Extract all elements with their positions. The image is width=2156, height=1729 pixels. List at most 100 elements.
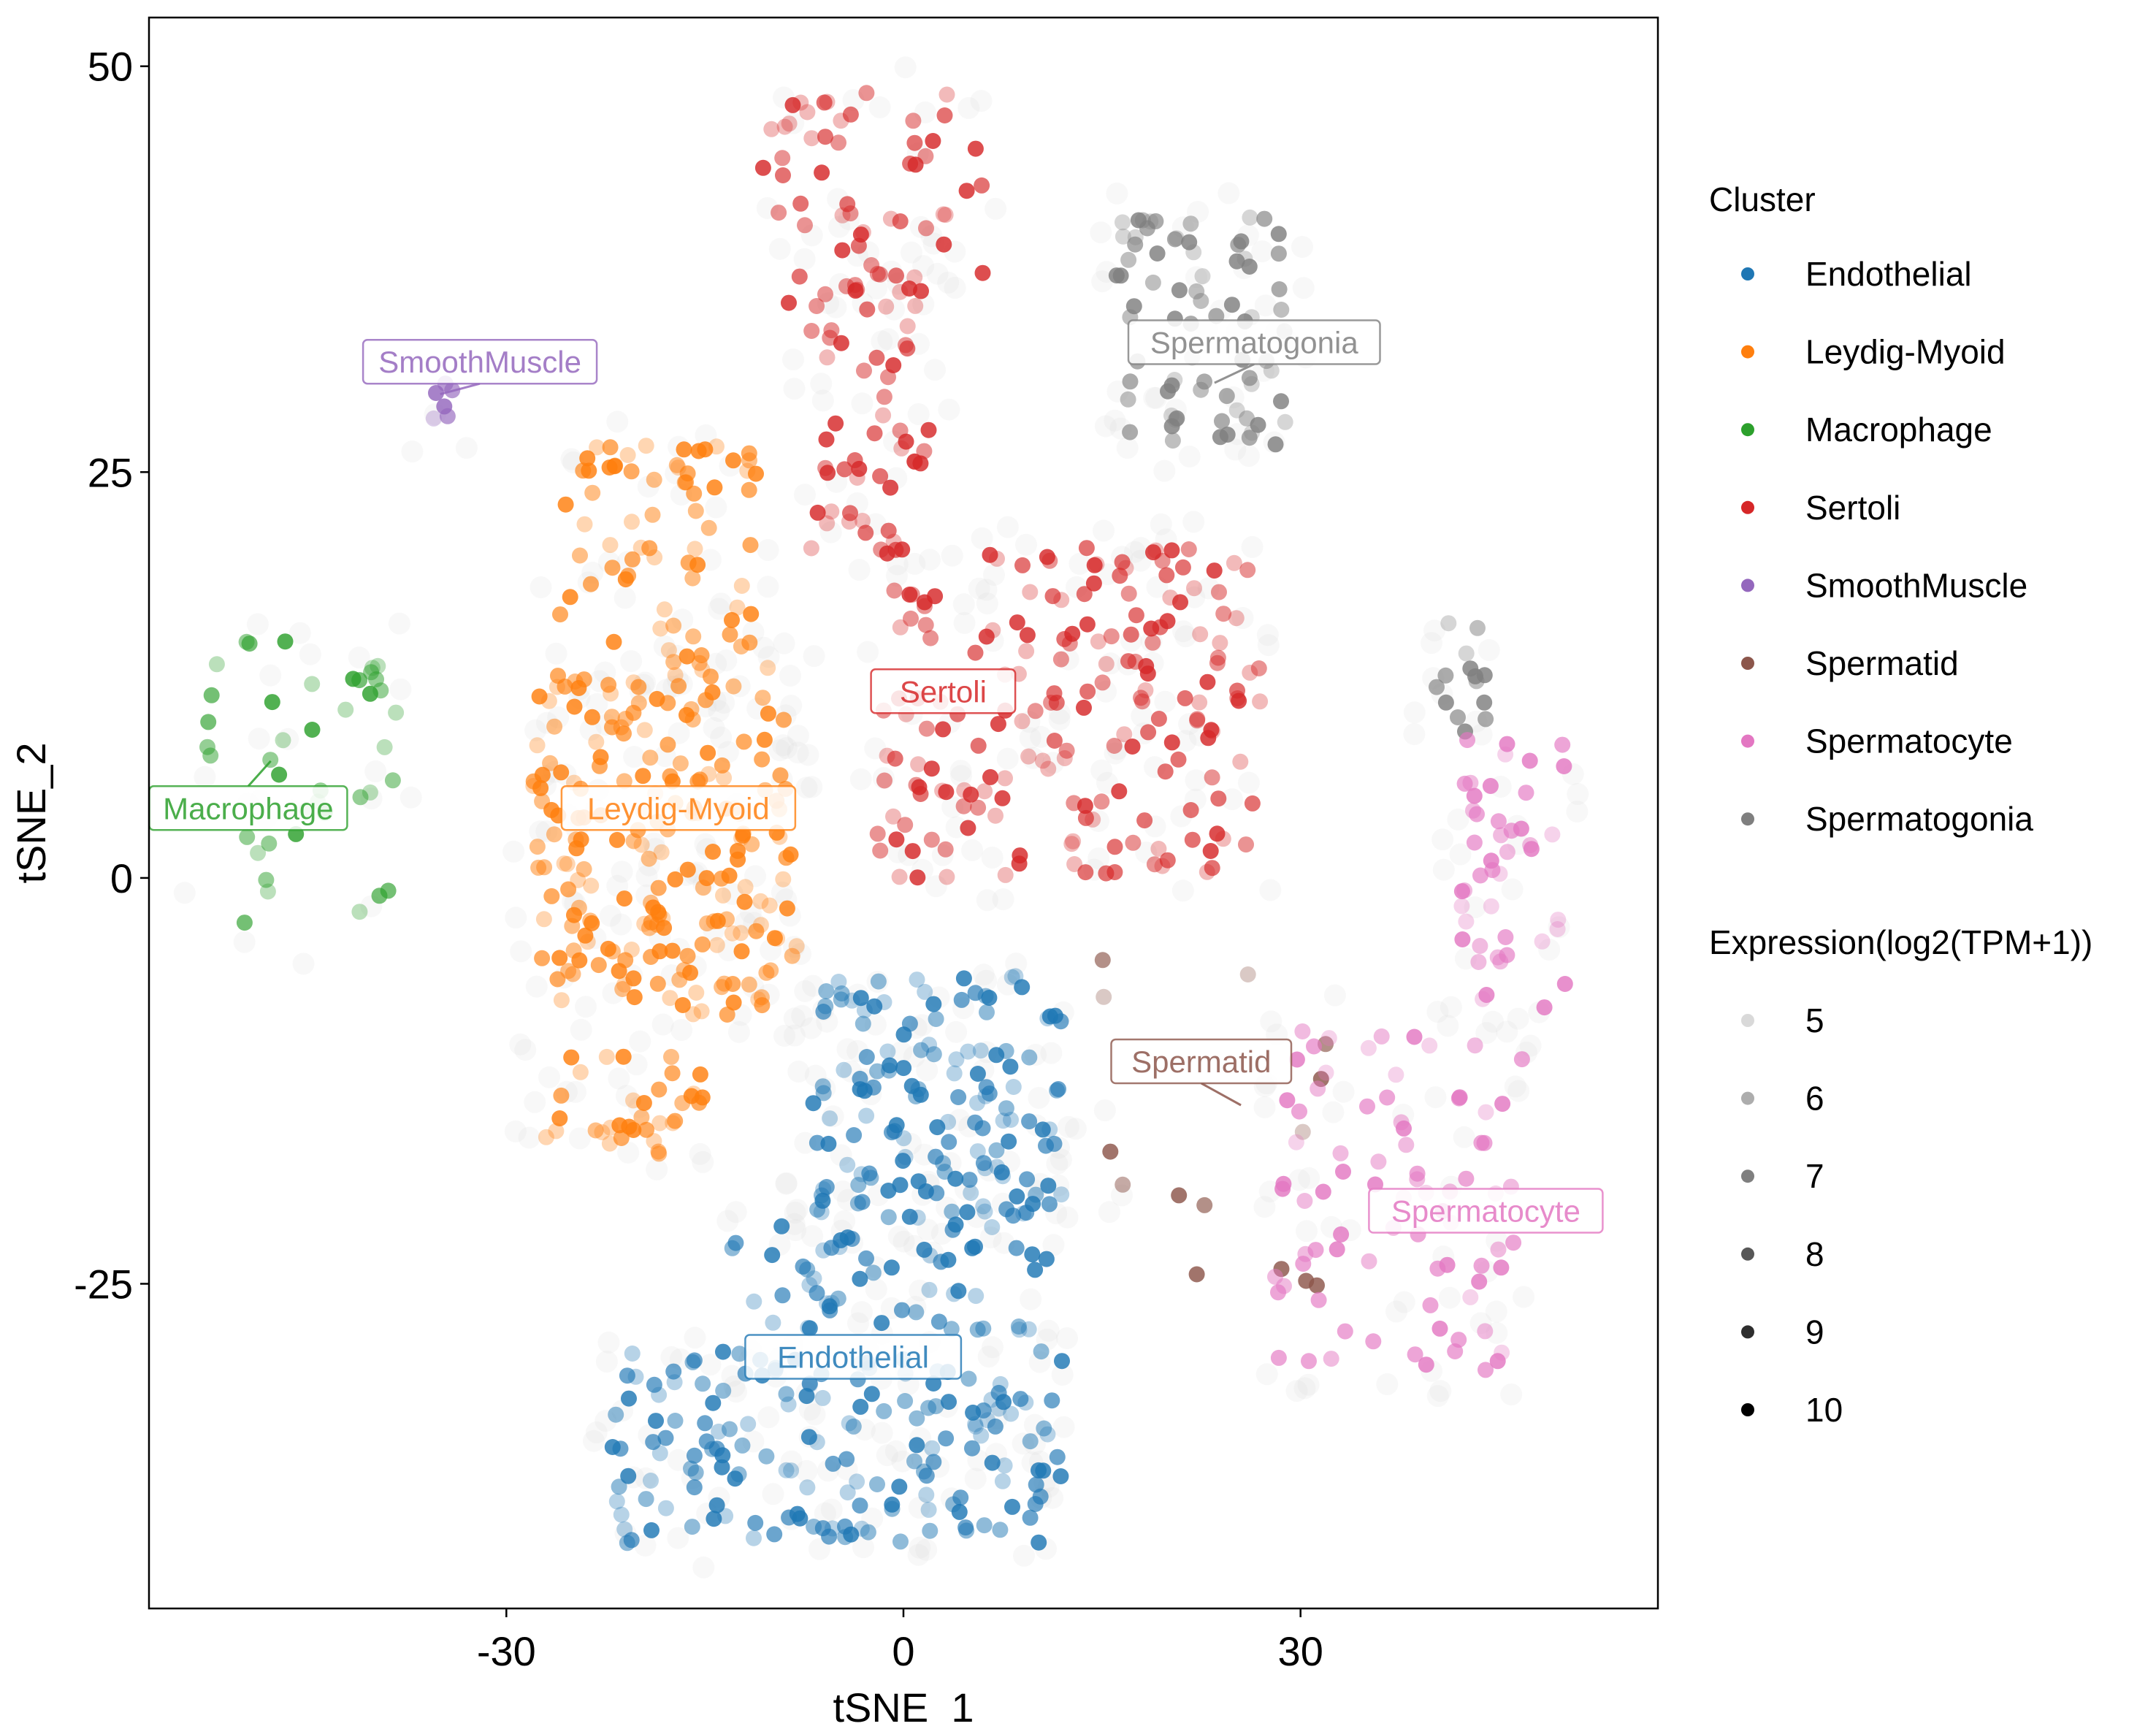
point-sertoli — [1077, 809, 1094, 826]
point-macrophage — [259, 883, 276, 900]
point-spermatogonia — [1270, 226, 1287, 243]
background-cell-point — [705, 496, 727, 519]
point-sertoli — [976, 783, 993, 800]
point-sertoli — [1058, 742, 1075, 759]
background-cell-point — [524, 719, 547, 741]
point-leydig-myoid — [741, 976, 757, 993]
point-leydig-myoid — [638, 1121, 654, 1138]
point-endothelial — [909, 1209, 926, 1226]
point-sertoli — [797, 217, 813, 234]
point-spermatocyte — [1472, 938, 1488, 954]
point-leydig-myoid — [700, 744, 716, 761]
point-endothelial — [1021, 1049, 1038, 1066]
point-leydig-myoid — [625, 970, 642, 987]
background-cell-point — [924, 359, 946, 381]
background-cell-point — [608, 1067, 630, 1090]
point-spermatocyte — [1483, 898, 1499, 915]
point-spermatogonia — [1127, 229, 1144, 245]
point-macrophage — [370, 657, 386, 674]
background-cell-point — [525, 975, 548, 998]
point-endothelial — [883, 1259, 900, 1276]
point-leydig-myoid — [572, 547, 588, 564]
point-endothelial — [952, 1489, 969, 1506]
point-endothelial — [731, 1346, 748, 1362]
background-cell-point — [504, 1120, 527, 1142]
cluster-label-smoothmuscle: SmoothMuscle — [378, 345, 581, 379]
point-sertoli — [1136, 812, 1153, 829]
point-sertoli — [1012, 847, 1028, 864]
point-leydig-myoid — [616, 890, 632, 907]
background-cell-point — [1087, 847, 1110, 870]
point-spermatocyte — [1315, 1183, 1331, 1200]
background-cell-point — [1022, 747, 1044, 769]
background-cell-point — [1050, 1148, 1072, 1171]
point-endothelial — [963, 1185, 979, 1202]
point-endothelial — [946, 1065, 963, 1082]
point-spermatogonia — [1256, 210, 1273, 227]
background-cell-point — [1091, 270, 1114, 293]
point-sertoli — [816, 94, 833, 111]
background-cell-point — [979, 1226, 1002, 1249]
point-sertoli — [1056, 750, 1073, 766]
point-endothelial — [789, 1505, 806, 1522]
point-leydig-myoid — [705, 844, 721, 860]
point-leydig-myoid — [667, 871, 684, 888]
background-cell-point — [699, 1354, 722, 1376]
point-endothelial — [925, 996, 942, 1012]
cluster-label-box-endothelial — [744, 1334, 963, 1380]
point-leydig-myoid — [741, 634, 758, 651]
background-cell-point — [798, 1398, 821, 1421]
point-endothelial — [818, 983, 835, 999]
background-cell-point — [1069, 552, 1091, 575]
point-endothelial — [846, 1127, 863, 1143]
point-endothelial — [863, 1386, 880, 1402]
point-spermatogonia — [1193, 381, 1209, 398]
point-sertoli — [990, 716, 1006, 733]
point-spermatogonia — [1214, 413, 1230, 430]
point-spermatocyte — [1301, 1353, 1317, 1370]
point-endothelial — [928, 1011, 944, 1027]
background-cell-point — [784, 1219, 807, 1242]
point-leydig-myoid — [623, 942, 640, 958]
background-cell-point — [725, 1201, 747, 1224]
background-cell-point — [900, 241, 922, 264]
background-cell-point — [976, 889, 998, 912]
point-leydig-myoid — [667, 667, 684, 684]
background-cell-point — [1099, 652, 1122, 675]
point-spermatogonia — [1166, 372, 1183, 388]
point-spermatocyte — [1556, 976, 1573, 992]
point-sertoli — [1063, 836, 1080, 852]
legend-expression-swatch — [1741, 1247, 1754, 1261]
point-macrophage — [362, 784, 378, 801]
background-cell-point — [388, 612, 410, 635]
point-sertoli — [1098, 865, 1115, 882]
point-sertoli — [763, 121, 780, 137]
point-leydig-myoid — [724, 611, 740, 628]
point-endothelial — [918, 1467, 935, 1484]
background-cell-point — [787, 741, 809, 764]
point-macrophage — [304, 722, 321, 738]
point-spermatogonia — [1440, 615, 1457, 632]
point-endothelial — [858, 1250, 874, 1267]
background-cell-point — [887, 841, 909, 863]
point-endothelial — [981, 990, 998, 1006]
point-endothelial — [897, 1393, 914, 1409]
point-spermatogonia — [1476, 667, 1493, 684]
point-sertoli — [1192, 626, 1209, 643]
point-endothelial — [895, 1060, 912, 1077]
point-leydig-myoid — [577, 927, 594, 944]
background-cell-point — [692, 1556, 715, 1579]
point-sertoli — [1242, 664, 1258, 681]
point-endothelial — [651, 1386, 668, 1403]
background-cell-point — [757, 539, 779, 561]
point-endothelial — [1046, 1135, 1063, 1152]
point-leydig-myoid — [552, 606, 568, 623]
background-cell-point — [1470, 723, 1493, 746]
point-sertoli — [1244, 795, 1261, 812]
point-leydig-myoid — [721, 867, 738, 884]
background-cell-point — [708, 700, 730, 722]
point-spermatocyte — [1459, 732, 1475, 749]
point-leydig-myoid — [576, 516, 593, 533]
point-sertoli — [1128, 607, 1144, 624]
point-macrophage — [384, 772, 401, 789]
